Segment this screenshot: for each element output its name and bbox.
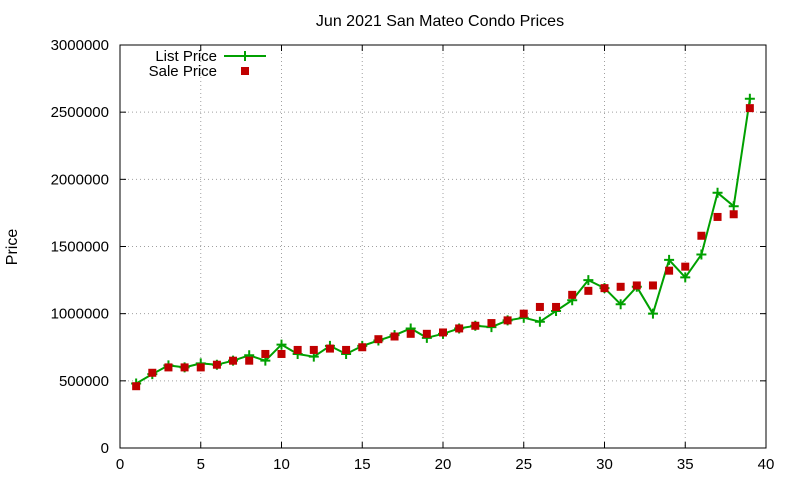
list-price-point [712,187,723,198]
y-tick-label: 2500000 [51,104,109,121]
x-tick-label: 20 [435,456,452,473]
sale-price-point [164,363,173,372]
sale-price-point [439,328,447,337]
sale-price-point [358,343,367,352]
chart-title: Jun 2021 San Mateo Condo Prices [316,13,564,30]
sale-price-point [697,231,706,240]
sale-price-point [632,281,641,290]
sale-price-point [568,290,577,299]
list-price-point [744,93,755,104]
list-price-point [728,201,739,212]
sale-price-point [713,212,722,221]
sale-price-point [745,104,754,113]
legend-list-price-label: List Price [155,48,217,65]
x-tick-label: 35 [677,456,694,473]
sale-price-point [535,302,544,311]
sale-price-point [374,335,383,344]
sale-price-point [600,284,609,293]
y-tick-label: 1000000 [51,306,109,323]
sale-price-point [325,344,334,353]
x-tick-label: 5 [197,456,205,473]
sale-price-point [309,345,318,354]
y-axis-label: Price [4,229,21,266]
sale-price-point [503,316,512,325]
sale-price-point [212,360,221,369]
list-price-point [615,299,626,310]
sale-price-point [519,309,528,318]
sale-price-point [584,286,593,295]
sale-price-point [293,345,302,354]
x-tick-label: 0 [116,456,124,473]
sale-price-point [422,329,431,338]
sale-price-point [729,210,738,219]
x-tick-label: 10 [273,456,290,473]
y-tick-label: 1500000 [51,239,109,256]
list-price-point [696,249,707,260]
sale-price-point [390,332,399,341]
list-price-point [680,272,691,283]
sale-price-point [455,324,464,333]
x-tick-label: 25 [515,456,532,473]
list-price-point [276,339,287,350]
list-price-point [583,275,594,286]
sale-price-point [665,266,674,275]
sale-price-point [245,356,254,365]
sale-price-point [132,382,141,391]
sale-price-point [406,329,415,338]
sale-price-point [277,349,286,358]
grid [120,45,766,448]
list-price-point [534,316,545,327]
x-tick-label: 15 [354,456,371,473]
sale-price-point [471,321,480,330]
sale-price-point [261,349,270,358]
x-tick-label: 40 [758,456,775,473]
sale-price-point [616,282,625,291]
x-tick-label: 30 [596,456,613,473]
y-tick-label: 2000000 [51,171,109,188]
sale-price-point [487,319,496,328]
legend-list-price-marker [240,51,250,61]
y-tick-label: 3000000 [51,37,109,54]
y-tick-label: 500000 [59,373,109,390]
list-price-point [647,308,658,319]
sale-price-point [648,281,657,290]
axis-ticks: 0 5 10 15 20 25 30 35 40 0 500000 1000000 1500000 200… [51,37,775,473]
sale-price-point [196,363,205,372]
series [131,93,755,391]
sale-price-point [148,368,157,377]
sale-price-point [180,363,189,372]
legend: List Price Sale Price [149,48,266,80]
sale-price-point [342,345,351,354]
legend-sale-price-label: Sale Price [149,63,217,80]
sale-price-point [229,356,238,365]
sale-price-point [681,262,690,271]
sale-price-point [552,302,561,311]
list-price-point [664,254,675,265]
y-tick-label: 0 [101,440,109,457]
legend-sale-price-marker [241,67,249,75]
